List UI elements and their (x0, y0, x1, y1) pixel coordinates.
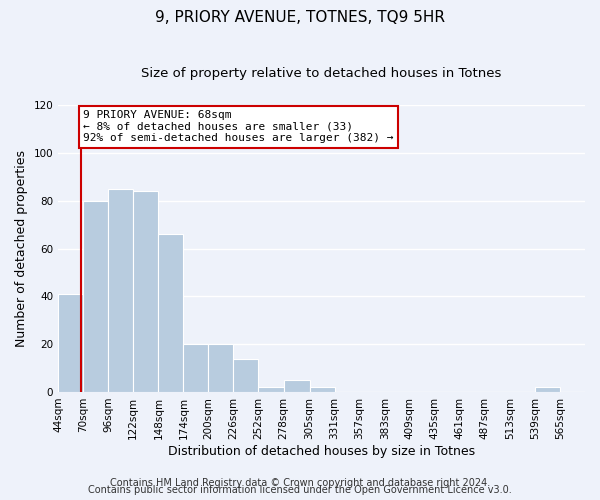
Bar (58, 294, 83, 392)
Bar (259, 387, 284, 392)
Y-axis label: Number of detached properties: Number of detached properties (15, 150, 28, 347)
Bar (284, 380, 310, 392)
Bar (133, 192, 158, 392)
Bar (108, 189, 133, 392)
Bar (233, 358, 259, 392)
Title: Size of property relative to detached houses in Totnes: Size of property relative to detached ho… (142, 68, 502, 80)
Bar (184, 344, 208, 392)
Text: 9 PRIORY AVENUE: 68sqm
← 8% of detached houses are smaller (33)
92% of semi-deta: 9 PRIORY AVENUE: 68sqm ← 8% of detached … (83, 110, 394, 144)
Text: Contains HM Land Registry data © Crown copyright and database right 2024.: Contains HM Land Registry data © Crown c… (110, 478, 490, 488)
Bar (310, 387, 335, 392)
Bar (83, 201, 108, 392)
X-axis label: Distribution of detached houses by size in Totnes: Distribution of detached houses by size … (168, 444, 475, 458)
Bar (158, 234, 184, 392)
Bar (208, 344, 233, 392)
Text: Contains public sector information licensed under the Open Government Licence v3: Contains public sector information licen… (88, 485, 512, 495)
Bar (535, 387, 560, 392)
Text: 9, PRIORY AVENUE, TOTNES, TQ9 5HR: 9, PRIORY AVENUE, TOTNES, TQ9 5HR (155, 10, 445, 25)
